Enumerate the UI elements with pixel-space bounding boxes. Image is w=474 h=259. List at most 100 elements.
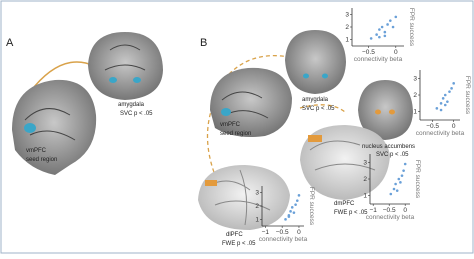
data-point	[375, 33, 378, 36]
y-axis-label: FPR success	[464, 76, 471, 115]
data-point	[380, 25, 384, 29]
brain-folds	[104, 44, 146, 71]
y-tick-label: 1	[255, 216, 259, 223]
target-name: amygdala	[302, 97, 329, 103]
data-point	[378, 28, 381, 31]
y-tick-label: 1	[413, 109, 417, 116]
x-tick-label: −0.5	[383, 207, 396, 214]
data-point	[289, 210, 292, 213]
data-point	[369, 37, 373, 40]
panel-label: B	[200, 37, 207, 49]
data-point	[446, 100, 449, 103]
x-tick-label: −1	[262, 229, 270, 236]
data-point	[403, 162, 407, 166]
target-stat: SVC p < .05	[302, 106, 335, 112]
y-tick-label: 3	[255, 190, 259, 197]
seed-blob	[24, 123, 36, 133]
data-point	[452, 82, 455, 85]
data-point	[290, 206, 294, 209]
y-tick-label: 3	[345, 11, 349, 18]
y-axis-label: FPR success	[408, 8, 415, 47]
connection-arc	[299, 104, 346, 113]
seed-blob	[221, 108, 231, 116]
y-tick-label: 1	[363, 193, 367, 200]
data-point	[394, 15, 398, 19]
x-tick-label: −0.5	[362, 49, 375, 56]
x-tick-label: 0	[452, 123, 456, 130]
y-tick-label: 2	[413, 92, 417, 99]
coronal-brain	[358, 80, 413, 140]
target-stat: FWE p < .05	[334, 210, 368, 216]
panel-a: A vmPFC seed region amygdala SVC p < .05	[6, 32, 163, 175]
y-tick-label: 2	[363, 176, 367, 183]
data-point	[383, 34, 387, 38]
panel-b: B vmPFC seed region amygdala SVC p < .05…	[198, 30, 415, 247]
x-tick-label: 0	[394, 49, 398, 56]
target-stat: SVC p < .05	[120, 111, 153, 117]
target-name: dlPFC	[226, 232, 243, 238]
data-point	[386, 23, 389, 26]
data-point	[389, 192, 393, 196]
data-point	[378, 35, 381, 39]
data-point	[399, 181, 402, 184]
sagittal-brain	[12, 79, 97, 175]
data-point	[297, 194, 301, 197]
data-point	[394, 182, 397, 186]
target-stat: FWE p < .05	[222, 241, 256, 247]
target-blob	[205, 180, 217, 186]
target-blob	[375, 109, 381, 115]
data-point	[448, 90, 451, 93]
x-axis-label: connectivity beta	[259, 236, 308, 243]
data-point	[294, 203, 297, 206]
y-tick-label: 2	[345, 24, 349, 31]
target-blob	[109, 77, 117, 83]
seed-name: vmPFC	[26, 148, 47, 154]
y-axis-label: FPR success	[308, 187, 315, 226]
data-point	[391, 25, 395, 29]
x-axis-label: connectivity beta	[416, 130, 465, 137]
x-tick-label: 0	[297, 229, 301, 236]
data-point	[439, 102, 443, 105]
x-tick-label: −0.5	[426, 123, 439, 130]
data-point	[395, 189, 399, 192]
panel-label: A	[6, 37, 14, 49]
data-point	[292, 211, 296, 214]
data-point	[402, 169, 405, 172]
data-point	[383, 30, 387, 34]
sagittal-brain	[210, 67, 292, 137]
data-point	[400, 174, 404, 177]
scatter-plots: −0.5 0 1 2 3 connectivity beta FPR success −0.5…	[255, 8, 471, 243]
x-tick-label: −1	[369, 207, 377, 214]
data-point	[441, 97, 445, 100]
target-blob	[133, 77, 141, 83]
target-blob	[389, 109, 395, 115]
data-point	[435, 107, 439, 110]
y-tick-label: 3	[363, 159, 367, 166]
data-point	[295, 199, 299, 202]
y-tick-label: 2	[255, 203, 259, 210]
data-point	[287, 215, 291, 218]
data-point	[443, 103, 447, 107]
x-axis-label: connectivity beta	[366, 214, 415, 221]
seed-name: vmPFC	[220, 122, 241, 128]
coronal-brain	[88, 32, 163, 100]
seed-note: seed region	[220, 131, 251, 137]
target-stat: SVC p < .05	[376, 152, 409, 158]
seed-note: seed region	[26, 157, 57, 163]
data-point	[389, 19, 392, 22]
brain-folds	[24, 108, 76, 141]
target-blob	[308, 135, 322, 142]
data-point	[392, 187, 396, 191]
target-name: nucleus accumbens	[362, 144, 415, 150]
y-axis-label: FPR success	[414, 160, 421, 199]
x-axis-label: connectivity beta	[354, 56, 403, 63]
data-point	[397, 177, 401, 181]
y-tick-label: 1	[345, 37, 349, 44]
data-point	[450, 87, 453, 90]
coronal-brain	[285, 30, 346, 94]
y-tick-label: 3	[413, 75, 417, 82]
lateral-brain	[198, 165, 290, 230]
x-tick-label: −0.5	[276, 229, 289, 236]
target-blob	[303, 73, 309, 79]
